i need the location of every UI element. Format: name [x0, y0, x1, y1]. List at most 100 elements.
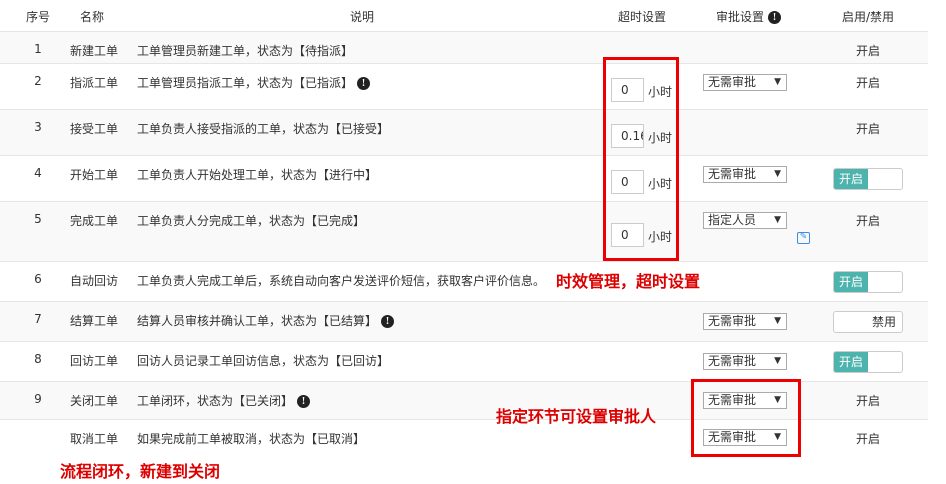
- row-no: 8: [34, 352, 42, 366]
- row-name: 开始工单: [70, 168, 119, 182]
- row-no: 3: [34, 120, 42, 134]
- row-name: 自动回访: [70, 274, 119, 288]
- table-row: 9 关闭工单 工单闭环，状态为【已关闭】! 无需审批 ▼ 开启: [0, 381, 928, 419]
- timeout-input[interactable]: 0.16: [611, 124, 644, 148]
- row-desc: 工单闭环，状态为【已关闭】!: [137, 392, 311, 409]
- toggle-off-label: 禁用: [871, 315, 896, 329]
- row-desc: 如果完成前工单被取消，状态为【已取消】: [137, 430, 365, 447]
- dropdown-arrow-icon: ▼: [774, 432, 781, 442]
- row-desc: 工单管理员新建工单，状态为【待指派】: [137, 42, 353, 59]
- info-icon[interactable]: !: [768, 11, 782, 24]
- toggle-on-label: 开启: [834, 169, 868, 189]
- approval-select[interactable]: 无需审批 ▼: [703, 313, 787, 330]
- dropdown-arrow-icon: ▼: [774, 356, 781, 366]
- timeout-unit: 小时: [648, 85, 673, 99]
- enable-status: 开启: [855, 122, 880, 136]
- row-name: 接受工单: [70, 122, 119, 136]
- row-desc-text: 工单闭环，状态为【已关闭】: [137, 394, 294, 408]
- info-icon[interactable]: !: [297, 395, 311, 408]
- row-name: 回访工单: [70, 354, 119, 368]
- info-icon[interactable]: !: [357, 77, 371, 90]
- edit-icon[interactable]: ✎: [797, 232, 810, 244]
- dropdown-arrow-icon: ▼: [774, 169, 781, 179]
- row-desc-text: 工单负责人开始处理工单，状态为【进行中】: [137, 168, 378, 182]
- row-desc: 结算人员审核并确认工单，状态为【已结算】!: [137, 312, 395, 329]
- row-desc-text: 工单负责人分完成工单，状态为【已完成】: [137, 214, 366, 228]
- annotation-timeout: 时效管理，超时设置: [556, 272, 701, 291]
- timeout-input[interactable]: 0: [611, 78, 644, 102]
- enable-toggle[interactable]: 禁用: [833, 311, 903, 333]
- approval-value: 无需审批: [708, 314, 757, 328]
- row-desc-text: 结算人员审核并确认工单，状态为【已结算】: [137, 314, 378, 328]
- row-desc: 回访人员记录工单回访信息，状态为【已回访】: [137, 352, 389, 369]
- row-no: 9: [34, 392, 42, 406]
- row-desc-text: 工单管理员指派工单，状态为【已指派】: [137, 76, 354, 90]
- row-desc-text: 工单负责人接受指派的工单，状态为【已接受】: [137, 122, 390, 136]
- header-name: 名称: [80, 10, 105, 24]
- enable-toggle[interactable]: 开启: [833, 271, 903, 293]
- annotation-closed-loop: 流程闭环，新建到关闭: [60, 462, 221, 481]
- table-row: 3 接受工单 工单负责人接受指派的工单，状态为【已接受】 0.16 小时 开启: [0, 109, 928, 155]
- approval-select[interactable]: 无需审批 ▼: [703, 429, 787, 446]
- approval-select[interactable]: 无需审批 ▼: [703, 392, 787, 409]
- toggle-on-label: 开启: [834, 272, 868, 292]
- dropdown-arrow-icon: ▼: [774, 215, 781, 225]
- header-approval-label: 审批设置: [716, 10, 765, 24]
- timeout-input[interactable]: 0: [611, 170, 644, 194]
- header-timeout: 超时设置: [618, 10, 667, 24]
- header-desc: 说明: [350, 10, 375, 24]
- row-desc-text: 如果完成前工单被取消，状态为【已取消】: [137, 432, 366, 446]
- row-desc-text: 工单负责人完成工单后，系统自动向客户发送评价短信，获取客户评价信息。: [137, 274, 546, 288]
- enable-status: 开启: [855, 432, 880, 446]
- table-row: 4 开始工单 工单负责人开始处理工单，状态为【进行中】 0 小时 无需审批 ▼ 开启: [0, 155, 928, 201]
- approval-value: 无需审批: [708, 354, 757, 368]
- table-row: 8 回访工单 回访人员记录工单回访信息，状态为【已回访】 无需审批 ▼ 开启: [0, 341, 928, 381]
- row-desc-text: 工单管理员新建工单，状态为【待指派】: [137, 44, 354, 58]
- timeout-unit: 小时: [648, 230, 673, 244]
- approval-value: 无需审批: [708, 75, 757, 89]
- header-approval: 审批设置!: [716, 8, 782, 25]
- timeout-unit: 小时: [648, 131, 673, 145]
- dropdown-arrow-icon: ▼: [774, 395, 781, 405]
- approval-value: 无需审批: [708, 430, 757, 444]
- highlight-timeout: [603, 57, 679, 261]
- approval-select[interactable]: 无需审批 ▼: [703, 353, 787, 370]
- table-row: 7 结算工单 结算人员审核并确认工单，状态为【已结算】! 无需审批 ▼ 禁用: [0, 301, 928, 341]
- row-desc-text: 回访人员记录工单回访信息，状态为【已回访】: [137, 354, 390, 368]
- row-no: 1: [34, 42, 42, 56]
- row-name: 关闭工单: [70, 394, 119, 408]
- workflow-table: 序号 名称 说明 超时设置 审批设置! 启用/禁用 1 新建工单 工单管理员新建…: [0, 0, 928, 455]
- header-enable: 启用/禁用: [841, 10, 895, 24]
- row-no: 2: [34, 74, 42, 88]
- dropdown-arrow-icon: ▼: [774, 316, 781, 326]
- table-row: 5 完成工单 工单负责人分完成工单，状态为【已完成】 0 小时 指定人员 ▼ ✎ 开启: [0, 201, 928, 261]
- approval-value: 无需审批: [708, 167, 757, 181]
- row-name: 指派工单: [70, 76, 119, 90]
- row-name: 取消工单: [70, 432, 119, 446]
- enable-status: 开启: [855, 44, 880, 58]
- approval-select[interactable]: 指定人员 ▼: [703, 212, 787, 229]
- table-row: 取消工单 如果完成前工单被取消，状态为【已取消】 无需审批 ▼ 开启: [0, 419, 928, 455]
- timeout-input[interactable]: 0: [611, 223, 644, 247]
- row-no: 7: [34, 312, 42, 326]
- approval-select[interactable]: 无需审批 ▼: [703, 74, 787, 91]
- table-row: 1 新建工单 工单管理员新建工单，状态为【待指派】 开启: [0, 31, 928, 63]
- header-no: 序号: [25, 10, 50, 24]
- info-icon[interactable]: !: [381, 315, 395, 328]
- row-desc: 工单管理员指派工单，状态为【已指派】!: [137, 74, 371, 91]
- enable-toggle[interactable]: 开启: [833, 168, 903, 190]
- dropdown-arrow-icon: ▼: [774, 77, 781, 87]
- table-header: 序号 名称 说明 超时设置 审批设置! 启用/禁用: [0, 0, 928, 31]
- row-name: 完成工单: [70, 214, 119, 228]
- table-row: 2 指派工单 工单管理员指派工单，状态为【已指派】! 0 小时 无需审批 ▼ 开启: [0, 63, 928, 109]
- approval-select[interactable]: 无需审批 ▼: [703, 166, 787, 183]
- row-name: 新建工单: [70, 44, 119, 58]
- table-row: 6 自动回访 工单负责人完成工单后，系统自动向客户发送评价短信，获取客户评价信息…: [0, 261, 928, 301]
- approval-value: 无需审批: [708, 393, 757, 407]
- row-no: 5: [34, 212, 42, 226]
- enable-toggle[interactable]: 开启: [833, 351, 903, 373]
- approval-value: 指定人员: [708, 213, 757, 227]
- highlight-approval: [691, 379, 801, 457]
- timeout-unit: 小时: [648, 177, 673, 191]
- toggle-on-label: 开启: [834, 352, 868, 372]
